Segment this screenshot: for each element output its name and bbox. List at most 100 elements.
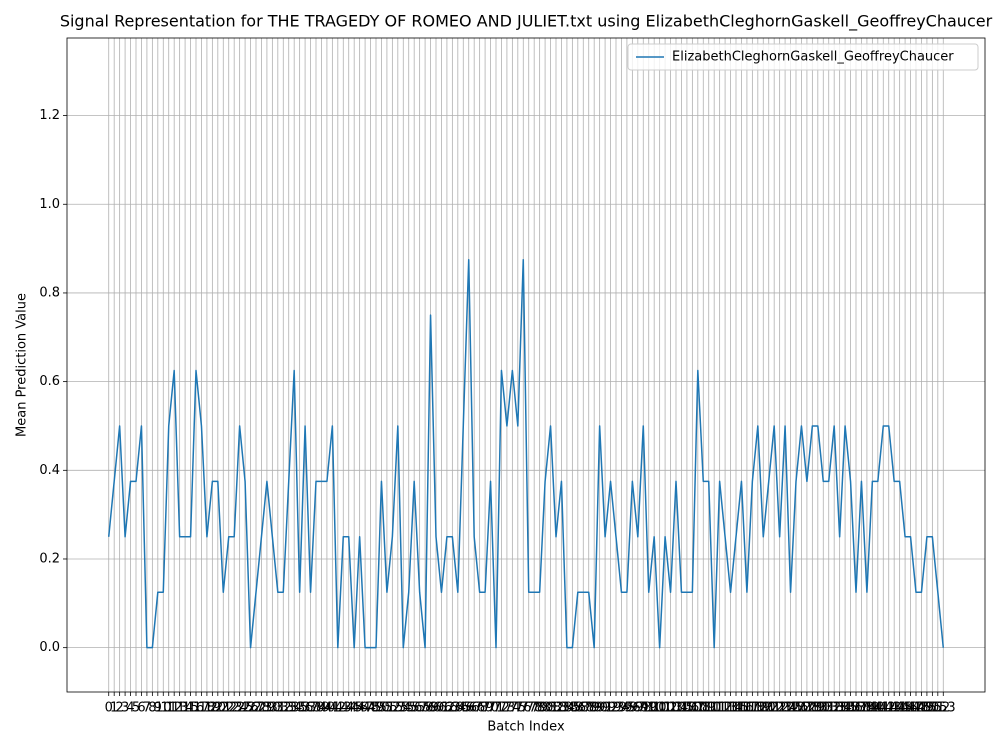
x-tick-label: 33 xyxy=(280,701,297,716)
x-tick-label: 151 xyxy=(920,701,945,716)
chart-title: Signal Representation for THE TRAGEDY OF… xyxy=(60,12,993,32)
x-tick-label: 40 xyxy=(319,701,336,716)
x-tick-label: 137 xyxy=(844,701,869,716)
x-tick-label: 97 xyxy=(630,701,647,716)
x-tick-label: 80 xyxy=(537,701,554,716)
x-tick-label: 89 xyxy=(586,701,603,716)
x-tick-label: 34 xyxy=(286,701,303,716)
y-tick-label: 1.2 xyxy=(39,108,60,123)
x-tick-label: 136 xyxy=(838,701,863,716)
x-tick-label: 77 xyxy=(520,701,537,716)
x-tick-label: 69 xyxy=(477,701,494,716)
x-tick-label: 96 xyxy=(624,701,641,716)
x-axis-label: Batch Index xyxy=(487,720,565,735)
x-tick-label: 5 xyxy=(132,701,140,716)
legend: ElizabethCleghornGaskell_GeoffreyChaucer xyxy=(627,43,979,71)
x-tick-label: 91 xyxy=(597,701,614,716)
x-tick-label: 104 xyxy=(664,701,689,716)
x-tick-label: 36 xyxy=(297,701,314,716)
x-tick-label: 133 xyxy=(822,701,847,716)
x-tick-label: 148 xyxy=(904,701,929,716)
y-tick-label: 0.0 xyxy=(39,640,60,655)
x-tick-label: 82 xyxy=(548,701,565,716)
x-tick-label: 75 xyxy=(510,701,527,716)
x-tick-label: 101 xyxy=(647,701,672,716)
x-tick-label: 127 xyxy=(789,701,814,716)
x-tick-label: 143 xyxy=(876,701,901,716)
x-tick-label: 138 xyxy=(849,701,874,716)
x-tick-label: 121 xyxy=(756,701,781,716)
x-tick-label: 84 xyxy=(559,701,576,716)
x-tick-label: 123 xyxy=(767,701,792,716)
x-tick-label: 7 xyxy=(143,701,151,716)
x-tick-label: 144 xyxy=(882,701,907,716)
x-tick-label: 49 xyxy=(368,701,385,716)
x-tick-label: 71 xyxy=(488,701,505,716)
x-tick-label: 25 xyxy=(237,701,254,716)
x-tick-label: 129 xyxy=(800,701,825,716)
x-tick-label: 0 xyxy=(105,701,113,716)
x-tick-label: 4 xyxy=(126,701,134,716)
x-tick-label: 140 xyxy=(860,701,885,716)
x-tick-label: 107 xyxy=(680,701,705,716)
legend-label: ElizabethCleghornGaskell_GeoffreyChaucer xyxy=(672,50,954,65)
x-tick-label: 128 xyxy=(794,701,819,716)
x-tick-label: 11 xyxy=(160,701,177,716)
x-tick-label: 86 xyxy=(570,701,587,716)
x-tick-label: 88 xyxy=(580,701,597,716)
x-tick-label: 41 xyxy=(324,701,341,716)
x-tick-label: 74 xyxy=(504,701,521,716)
x-tick-label: 126 xyxy=(784,701,809,716)
series-line xyxy=(107,258,945,649)
x-tick-label: 87 xyxy=(575,701,592,716)
x-tick-label: 16 xyxy=(188,701,205,716)
x-tick-label: 31 xyxy=(270,701,287,716)
x-tick-label: 68 xyxy=(471,701,488,716)
x-tick-label: 150 xyxy=(914,701,939,716)
x-tick-label: 139 xyxy=(854,701,879,716)
legend-box xyxy=(627,43,979,71)
x-tick-label: 108 xyxy=(685,701,710,716)
x-tick-label: 8 xyxy=(148,701,156,716)
x-tick-label: 6 xyxy=(137,701,145,716)
x-tick-label: 50 xyxy=(373,701,390,716)
x-tick-label: 1 xyxy=(110,701,118,716)
x-tick-label: 45 xyxy=(346,701,363,716)
x-tick-label: 124 xyxy=(773,701,798,716)
x-tick-label: 18 xyxy=(199,701,216,716)
x-tick-label: 39 xyxy=(313,701,330,716)
x-tick-label: 120 xyxy=(751,701,776,716)
x-tick-label: 141 xyxy=(865,701,890,716)
x-tick-label: 54 xyxy=(395,701,412,716)
x-tick-label: 48 xyxy=(362,701,379,716)
x-tick-label: 66 xyxy=(460,701,477,716)
x-tick-label: 114 xyxy=(718,701,743,716)
x-tick-label: 132 xyxy=(816,701,841,716)
x-tick-label: 38 xyxy=(308,701,325,716)
x-tick-label: 92 xyxy=(602,701,619,716)
x-tick-label: 134 xyxy=(827,701,852,716)
x-tick-label: 90 xyxy=(591,701,608,716)
x-tick-label: 79 xyxy=(531,701,548,716)
x-tick-label: 20 xyxy=(210,701,227,716)
x-tick-label: 95 xyxy=(619,701,636,716)
x-tick-label: 94 xyxy=(613,701,630,716)
x-tick-label: 15 xyxy=(182,701,199,716)
x-tick-label: 9 xyxy=(154,701,162,716)
y-tick-label: 0.2 xyxy=(39,551,60,566)
x-tick-label: 52 xyxy=(384,701,401,716)
x-tick-label: 125 xyxy=(778,701,803,716)
x-tick-label: 145 xyxy=(887,701,912,716)
y-axis-label: Mean Prediction Value xyxy=(15,293,30,437)
x-tick-label: 135 xyxy=(833,701,858,716)
x-tick-label: 62 xyxy=(439,701,456,716)
x-tick-label: 30 xyxy=(264,701,281,716)
x-tick-label: 83 xyxy=(553,701,570,716)
x-tick-label: 23 xyxy=(226,701,243,716)
x-tick-label: 113 xyxy=(713,701,738,716)
plot-frame xyxy=(66,37,986,693)
x-tick-label: 43 xyxy=(335,701,352,716)
x-tick-label: 13 xyxy=(171,701,188,716)
x-tick-label: 58 xyxy=(417,701,434,716)
